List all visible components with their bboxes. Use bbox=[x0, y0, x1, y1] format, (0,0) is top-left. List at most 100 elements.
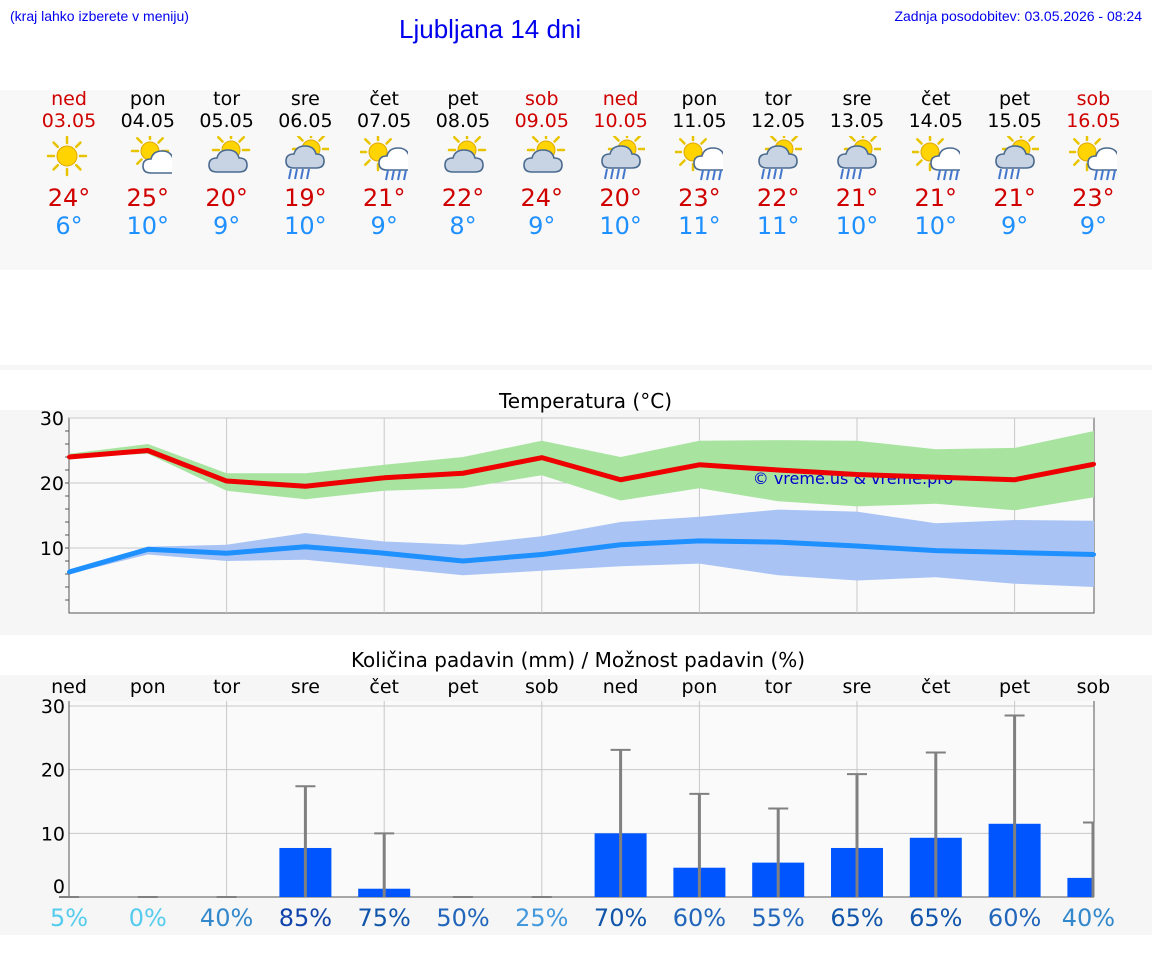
day-name: čet bbox=[369, 88, 399, 110]
cloud-shape bbox=[600, 145, 641, 169]
rain-shower-icon bbox=[837, 136, 881, 180]
rain-drop bbox=[840, 168, 844, 180]
y-tick-label: 20 bbox=[41, 760, 65, 782]
min-temperature: 9° bbox=[1079, 212, 1108, 240]
day-name: tor bbox=[764, 88, 792, 110]
day-column: sob 09.05 24° 9° bbox=[502, 88, 582, 240]
day-date: 08.05 bbox=[435, 110, 491, 132]
partly-cloudy-icon bbox=[207, 136, 250, 173]
max-point bbox=[618, 477, 623, 482]
day-column: čet 07.05 21° 9° bbox=[344, 88, 424, 240]
chart-title: Temperatura (°C) bbox=[498, 389, 672, 413]
probability-label: 50% bbox=[436, 904, 489, 932]
day-column: sre 06.05 19° 10° bbox=[265, 88, 345, 240]
max-point bbox=[224, 479, 229, 484]
rain-drop bbox=[1009, 168, 1014, 180]
day-tick-label: ned bbox=[603, 676, 639, 698]
min-point bbox=[1012, 550, 1017, 555]
rain-drop bbox=[603, 168, 608, 180]
rain-drop bbox=[300, 168, 305, 180]
max-point bbox=[145, 448, 150, 453]
max-point bbox=[303, 484, 308, 489]
day-tick-label: pet bbox=[999, 676, 1030, 698]
icon-art bbox=[130, 136, 172, 174]
day-column: pon 04.05 25° 10° bbox=[108, 88, 188, 240]
sun-ray bbox=[216, 136, 224, 143]
location-menu-hint[interactable]: (kraj lahko izberete v meniju) bbox=[10, 8, 189, 24]
day-column: sob 16.05 23° 9° bbox=[1053, 88, 1133, 240]
rain-drop bbox=[700, 169, 705, 181]
max-point bbox=[382, 475, 387, 480]
probability-label: 75% bbox=[358, 904, 411, 932]
sunny-icon bbox=[46, 136, 88, 177]
max-point bbox=[697, 462, 702, 467]
day-date: 10.05 bbox=[593, 110, 648, 132]
day-tick-label: sob bbox=[525, 676, 559, 698]
section-divider bbox=[0, 365, 1152, 370]
partly-cloudy-icon bbox=[444, 136, 487, 173]
rain-shower-icon bbox=[758, 136, 803, 180]
icon-art bbox=[285, 136, 330, 180]
sun-rain-icon bbox=[1069, 136, 1118, 181]
day-date: 07.05 bbox=[356, 110, 412, 132]
sun-ray bbox=[74, 141, 82, 149]
sun-ray bbox=[915, 159, 923, 166]
sun-ray bbox=[135, 137, 143, 144]
icon-art bbox=[46, 136, 88, 177]
probability-label: 65% bbox=[909, 904, 962, 932]
cloud-shape bbox=[141, 150, 172, 174]
rain-drop bbox=[997, 168, 1002, 180]
max-point bbox=[855, 472, 859, 477]
probability-label: 60% bbox=[673, 904, 726, 932]
day-date: 13.05 bbox=[829, 110, 885, 132]
max-temperature: 24° bbox=[47, 184, 91, 212]
day-name: čet bbox=[921, 88, 951, 110]
sun-ray bbox=[849, 136, 856, 142]
max-point bbox=[933, 475, 938, 480]
probability-label: 70% bbox=[594, 904, 647, 932]
sun-ray bbox=[453, 136, 460, 143]
probability-label: 40% bbox=[1062, 904, 1115, 932]
max-temperature: 23° bbox=[678, 184, 721, 212]
day-tick-label: tor bbox=[213, 676, 240, 698]
max-point bbox=[776, 468, 781, 472]
rain-drop bbox=[706, 169, 711, 181]
icon-art bbox=[360, 136, 409, 181]
day-tick-label: pet bbox=[447, 676, 478, 698]
min-point bbox=[67, 570, 71, 575]
day-tick-label: sob bbox=[1077, 676, 1111, 698]
rain-drop bbox=[294, 168, 299, 180]
cloud-shape bbox=[1087, 147, 1118, 171]
min-point bbox=[145, 547, 150, 552]
probability-label: 0% bbox=[129, 904, 167, 932]
min-temperature-line bbox=[68, 538, 1095, 575]
day-column: tor 12.05 22° 11° bbox=[738, 88, 818, 240]
rain-drop bbox=[1100, 169, 1105, 181]
min-point bbox=[933, 548, 938, 553]
rain-drop bbox=[403, 169, 408, 181]
sun-ray bbox=[612, 136, 620, 142]
min-temperature: 10° bbox=[284, 212, 327, 240]
precipitation-chart: Količina padavin (mm) / Možnost padavin … bbox=[0, 648, 1152, 935]
max-temperature: 21° bbox=[362, 184, 406, 212]
sun-ray bbox=[74, 163, 82, 171]
max-point bbox=[67, 455, 71, 459]
icon-art bbox=[837, 136, 881, 180]
sun-ray bbox=[531, 136, 539, 143]
max-point bbox=[539, 455, 544, 460]
day-column: ned 03.05 24° 6° bbox=[29, 88, 109, 240]
rain-drop bbox=[621, 168, 626, 180]
sun-ray bbox=[679, 159, 687, 166]
min-point bbox=[697, 538, 702, 543]
rain-drop bbox=[385, 169, 390, 181]
sun-ray bbox=[553, 136, 560, 143]
sun-ray bbox=[364, 138, 371, 145]
sun-ray bbox=[474, 136, 481, 143]
day-column: tor 05.05 20° 9° bbox=[187, 88, 267, 240]
sun-ray bbox=[237, 136, 245, 143]
min-temperature: 6° bbox=[55, 212, 83, 240]
rain-drop bbox=[954, 169, 959, 181]
max-temperature: 22° bbox=[441, 184, 485, 212]
max-temperature: 19° bbox=[284, 184, 327, 212]
